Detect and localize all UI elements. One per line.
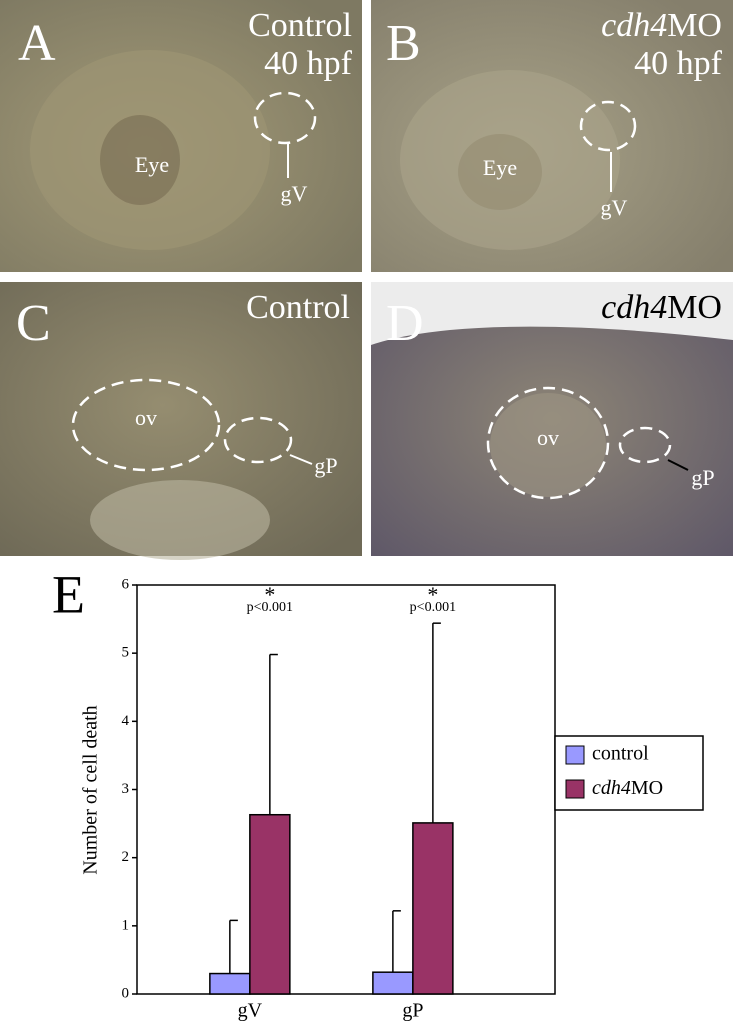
outline <box>486 386 610 500</box>
outline <box>253 91 317 145</box>
stage: 40 hpf <box>634 45 723 82</box>
panel-d: D cdh4MO ov gP <box>371 282 733 556</box>
y-axis-label: Number of cell death <box>80 705 102 874</box>
stage: 40 hpf <box>264 45 353 82</box>
pointer <box>667 459 689 471</box>
bar <box>412 822 454 995</box>
significance: * <box>427 582 438 607</box>
ganglion-label: gP <box>314 453 337 478</box>
structure-label: ov <box>135 405 157 430</box>
bar <box>372 971 414 995</box>
panel-b: B cdh4MO 40 hpf Eye gV <box>371 0 733 272</box>
condition: cdh4MO <box>601 7 722 44</box>
pointer <box>289 454 313 465</box>
outline <box>71 378 221 472</box>
p-value: p<0.001 <box>247 600 293 615</box>
condition: Control <box>248 7 352 44</box>
outline <box>579 100 637 152</box>
panel-a: A Control 40 hpf Eye gV <box>0 0 362 272</box>
bar <box>209 972 251 995</box>
panel-letter: A <box>18 15 56 72</box>
significance: * <box>264 582 275 607</box>
background <box>371 282 733 345</box>
y-tick-label: 0 <box>122 985 130 1001</box>
outline <box>618 426 672 464</box>
panel-letter: C <box>16 295 51 352</box>
structure-label: ov <box>537 425 559 450</box>
panel-c: C Control ov gP <box>0 282 362 560</box>
ganglion-label: gV <box>601 195 628 220</box>
y-tick-label: 2 <box>122 849 130 865</box>
y-tick-label: 1 <box>122 917 130 933</box>
legend-label: control <box>592 743 649 765</box>
legend-label: cdh4MO <box>592 777 663 799</box>
x-tick-label: gP <box>402 1000 423 1022</box>
legend-swatch <box>565 779 585 799</box>
structure-label: Eye <box>135 152 169 177</box>
structure-label: Eye <box>483 155 517 180</box>
lens <box>458 134 542 210</box>
condition: Control <box>246 289 350 326</box>
bar <box>249 813 291 995</box>
y-tick-label: 3 <box>122 781 130 797</box>
y-tick-label: 4 <box>122 713 130 729</box>
x-tick-label: gV <box>238 1000 263 1022</box>
panel-letter: D <box>386 295 424 352</box>
vesicle <box>490 393 606 497</box>
tissue <box>90 480 270 560</box>
outline <box>223 416 293 464</box>
y-tick-label: 5 <box>122 645 130 661</box>
panel-letter: E <box>52 564 85 624</box>
legend-swatch <box>565 745 585 765</box>
lens <box>100 115 180 205</box>
plot-frame <box>136 584 556 995</box>
ganglion-label: gP <box>691 465 714 490</box>
y-tick-label: 6 <box>122 576 130 592</box>
p-value: p<0.001 <box>410 600 456 615</box>
condition: cdh4MO <box>601 289 722 326</box>
ganglion-label: gV <box>281 181 308 206</box>
panel-letter: B <box>386 15 421 72</box>
